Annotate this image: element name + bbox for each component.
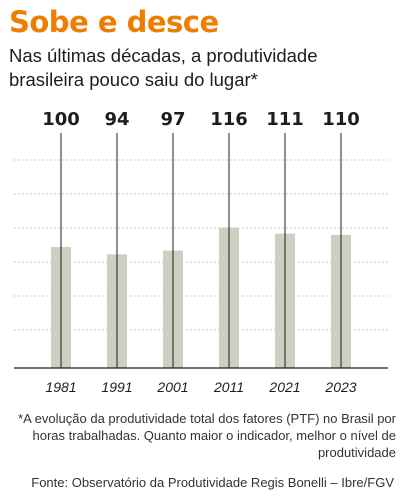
footnote: *A evolução da produtividade total dos f… <box>18 411 396 460</box>
data-label-2023: 110 <box>322 109 360 130</box>
data-label-2001: 97 <box>160 109 185 130</box>
data-label-1991: 94 <box>104 109 129 130</box>
chart-title: Sobe e desce <box>9 5 219 39</box>
source-note: Fonte: Observatório da Produtividade Reg… <box>31 475 394 490</box>
data-label-1981: 100 <box>42 109 80 130</box>
chart-subtitle: Nas últimas décadas, a produtividade bra… <box>9 45 318 90</box>
bar-chart: 100 1981 94 1991 97 2001 116 2011 111 2021 110 2023 <box>14 109 388 395</box>
x-tick-label-2021: 2021 <box>268 379 300 395</box>
x-tick-label-2001: 2001 <box>156 379 188 395</box>
x-tick-label-1991: 1991 <box>101 379 132 395</box>
x-tick-label-1981: 1981 <box>45 379 76 395</box>
x-tick-label-2023: 2023 <box>324 379 356 395</box>
data-label-2021: 111 <box>266 109 304 130</box>
x-tick-label-2011: 2011 <box>213 379 244 395</box>
data-label-2011: 116 <box>210 109 248 130</box>
